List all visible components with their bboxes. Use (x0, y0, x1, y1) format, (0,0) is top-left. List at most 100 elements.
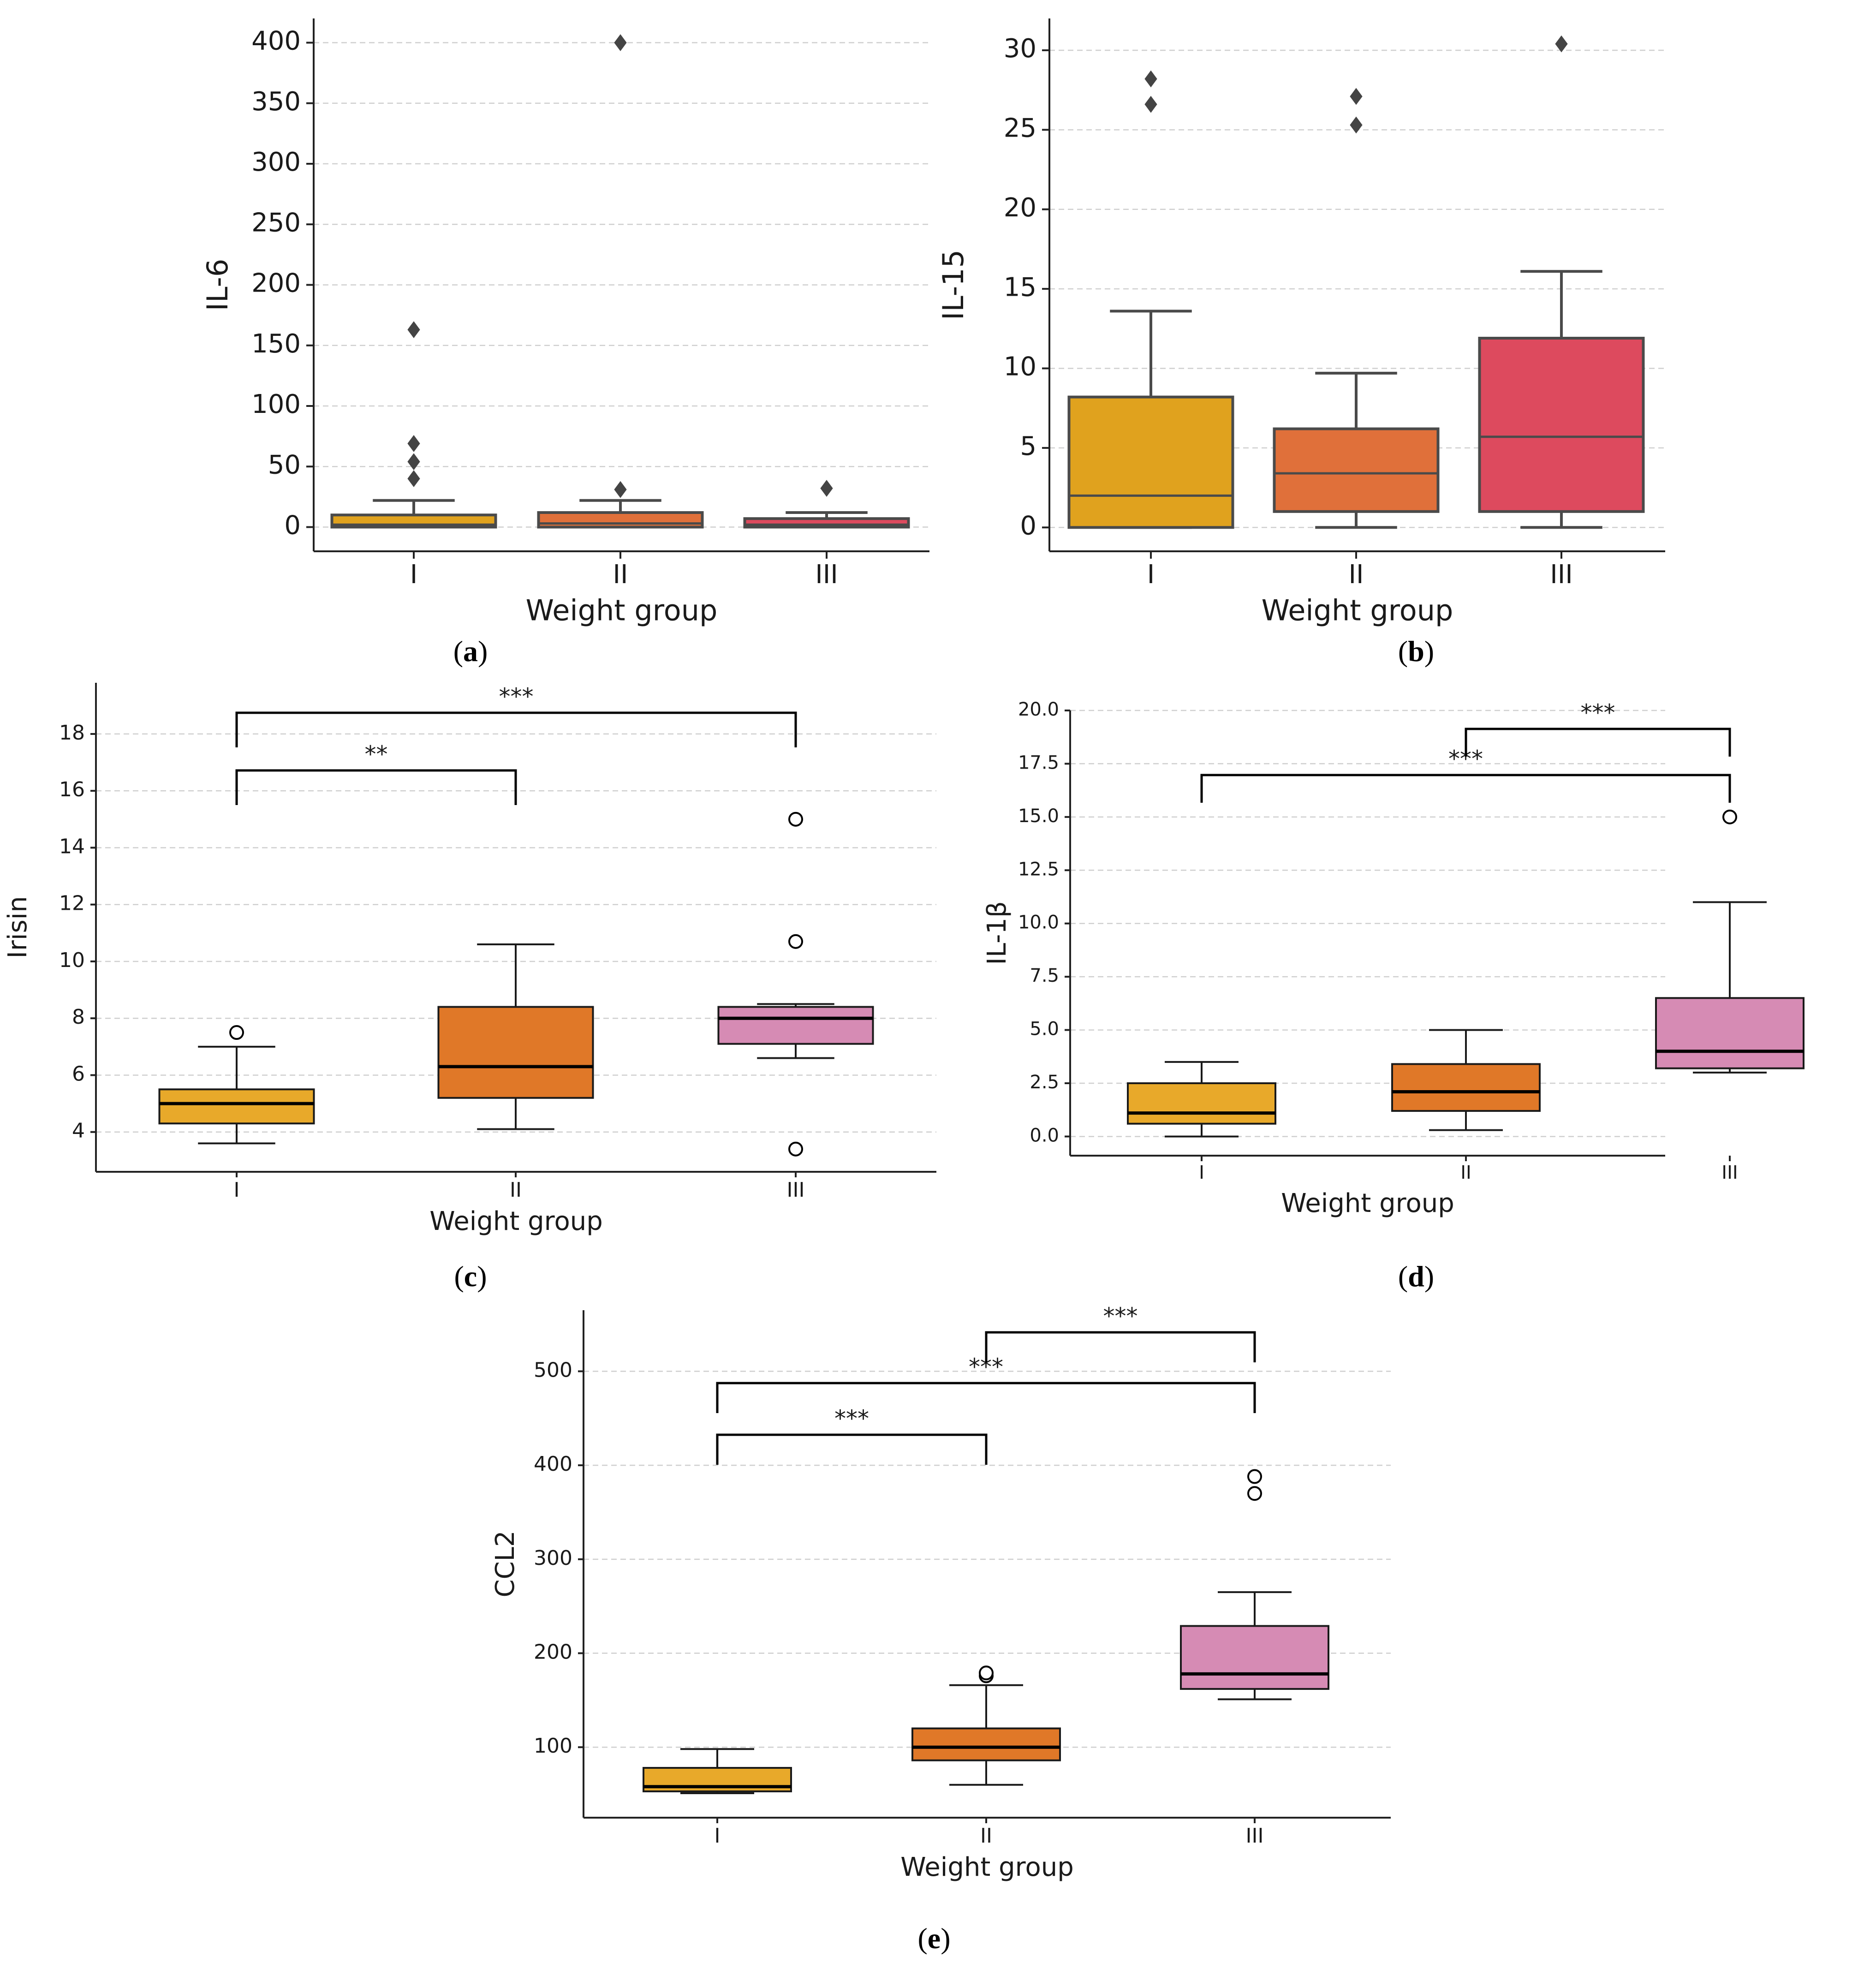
y-tick-label-a-3: 150 (251, 329, 301, 359)
outlier-b-1-1 (1350, 88, 1363, 105)
y-tick-label-b-6: 30 (1004, 34, 1036, 64)
y-tick-label-a-7: 350 (251, 87, 301, 117)
panel-label-c: (c) (454, 1260, 487, 1293)
box-d-0 (1127, 1082, 1276, 1125)
outlier-a-1-0 (614, 481, 627, 498)
outlier-b-1-0 (1350, 116, 1363, 134)
y-tick-label-a-0: 0 (284, 511, 301, 541)
outlier-b-2-0 (1555, 35, 1568, 53)
box-c-1 (437, 1006, 594, 1099)
y-tick-label-e-3: 400 (534, 1452, 572, 1476)
box-b-0 (1067, 395, 1234, 529)
x-tick-label-a-0: I (410, 560, 418, 590)
y-tick-label-c-4: 12 (59, 892, 85, 915)
box-c-2 (717, 1006, 874, 1045)
y-tick-label-e-0: 100 (534, 1734, 572, 1758)
y-tick-label-d-4: 10.0 (1018, 912, 1059, 933)
sig-bracket-d-0 (1200, 774, 1731, 803)
panel-label-e: (e) (917, 1922, 951, 1955)
x-tick-label-d-1: II (1460, 1162, 1471, 1183)
x-tick-label-e-0: I (715, 1824, 721, 1848)
sig-label-c-1: *** (499, 683, 534, 710)
box-e-1 (911, 1727, 1061, 1761)
y-tick-label-b-5: 25 (1004, 113, 1036, 143)
sig-label-e-2: *** (1103, 1303, 1138, 1330)
y-tick-label-c-5: 14 (59, 835, 85, 858)
y-tick-label-e-2: 300 (534, 1546, 572, 1570)
y-tick-label-e-1: 200 (534, 1641, 572, 1664)
y-tick-label-c-1: 6 (72, 1062, 85, 1086)
sig-bracket-d-1 (1465, 728, 1731, 757)
y-axis-label-e: CCL2 (490, 1530, 520, 1597)
y-tick-label-c-2: 8 (72, 1005, 85, 1029)
x-tick-label-c-0: I (234, 1178, 240, 1202)
x-axis-label-e: Weight group (900, 1852, 1074, 1882)
y-tick-label-b-3: 15 (1004, 272, 1036, 302)
x-tick-label-b-0: I (1147, 560, 1155, 590)
y-tick-label-d-6: 15.0 (1018, 805, 1059, 827)
sig-bracket-c-1 (235, 711, 797, 747)
x-axis-label-d: Weight group (1281, 1188, 1454, 1218)
y-tick-label-d-1: 2.5 (1030, 1072, 1059, 1093)
box-c-0 (158, 1088, 315, 1125)
y-tick-label-b-0: 0 (1020, 511, 1036, 541)
box-d-2 (1655, 997, 1805, 1069)
outlier-a-1-1 (614, 34, 627, 51)
x-axis-label-a: Weight group (526, 594, 718, 627)
y-axis-label-c: Irisin (3, 896, 33, 958)
y-tick-label-a-8: 400 (251, 26, 301, 56)
y-tick-label-b-4: 20 (1004, 193, 1036, 223)
outlier-c-2-0 (788, 1141, 803, 1157)
outlier-a-0-3 (407, 321, 420, 339)
x-tick-label-c-1: II (510, 1178, 522, 1202)
sig-bracket-e-2 (985, 1331, 1256, 1362)
y-tick-label-c-3: 10 (59, 949, 85, 972)
outlier-e-2-1 (1247, 1469, 1262, 1484)
outlier-c-2-1 (788, 934, 803, 949)
x-tick-label-e-1: II (980, 1824, 992, 1848)
panel-label-a: (a) (453, 635, 488, 668)
outlier-e-1-1 (979, 1665, 994, 1681)
sig-label-d-1: *** (1581, 699, 1615, 726)
x-tick-label-b-1: II (1348, 560, 1364, 590)
y-axis-label-b: IL-15 (936, 250, 970, 320)
outlier-a-0-2 (407, 435, 420, 452)
panel-label-b: (b) (1398, 635, 1435, 668)
y-tick-label-b-2: 10 (1004, 352, 1036, 382)
outlier-c-0-0 (229, 1025, 244, 1040)
sig-bracket-c-0 (235, 769, 517, 805)
outlier-a-0-1 (407, 453, 420, 471)
y-tick-label-c-0: 4 (72, 1119, 85, 1143)
box-a-1 (537, 511, 704, 529)
sig-bracket-e-0 (716, 1433, 988, 1465)
x-tick-label-e-2: III (1246, 1824, 1264, 1848)
y-tick-label-c-7: 18 (59, 721, 85, 745)
y-tick-label-d-7: 17.5 (1018, 752, 1059, 773)
x-tick-label-d-2: III (1721, 1162, 1738, 1183)
y-tick-label-a-4: 200 (251, 268, 301, 298)
sig-label-e-0: *** (834, 1405, 869, 1432)
y-tick-label-d-8: 20.0 (1018, 699, 1059, 720)
outlier-a-0-0 (407, 470, 420, 487)
x-tick-label-c-2: III (787, 1178, 805, 1202)
y-tick-label-a-1: 50 (268, 450, 301, 480)
x-axis-label-b: Weight group (1262, 594, 1453, 627)
y-axis-label-a: IL-6 (201, 259, 234, 311)
y-axis-label-d: IL-1β (982, 901, 1012, 965)
x-tick-label-a-1: II (613, 560, 628, 590)
y-tick-label-c-6: 16 (59, 778, 85, 801)
y-tick-label-b-1: 5 (1020, 431, 1036, 461)
panel-label-d: (d) (1398, 1260, 1435, 1293)
y-tick-label-e-4: 500 (534, 1358, 572, 1382)
x-axis-label-c: Weight group (429, 1206, 603, 1236)
box-d-1 (1391, 1063, 1541, 1112)
outlier-b-0-1 (1144, 70, 1157, 88)
y-tick-label-d-3: 7.5 (1030, 965, 1059, 986)
y-tick-label-d-0: 0.0 (1030, 1125, 1059, 1146)
sig-bracket-e-1 (716, 1382, 1256, 1413)
x-tick-label-b-2: III (1550, 560, 1573, 590)
box-e-2 (1180, 1625, 1329, 1690)
x-tick-label-a-2: III (815, 560, 838, 590)
y-tick-label-a-5: 250 (251, 208, 301, 238)
